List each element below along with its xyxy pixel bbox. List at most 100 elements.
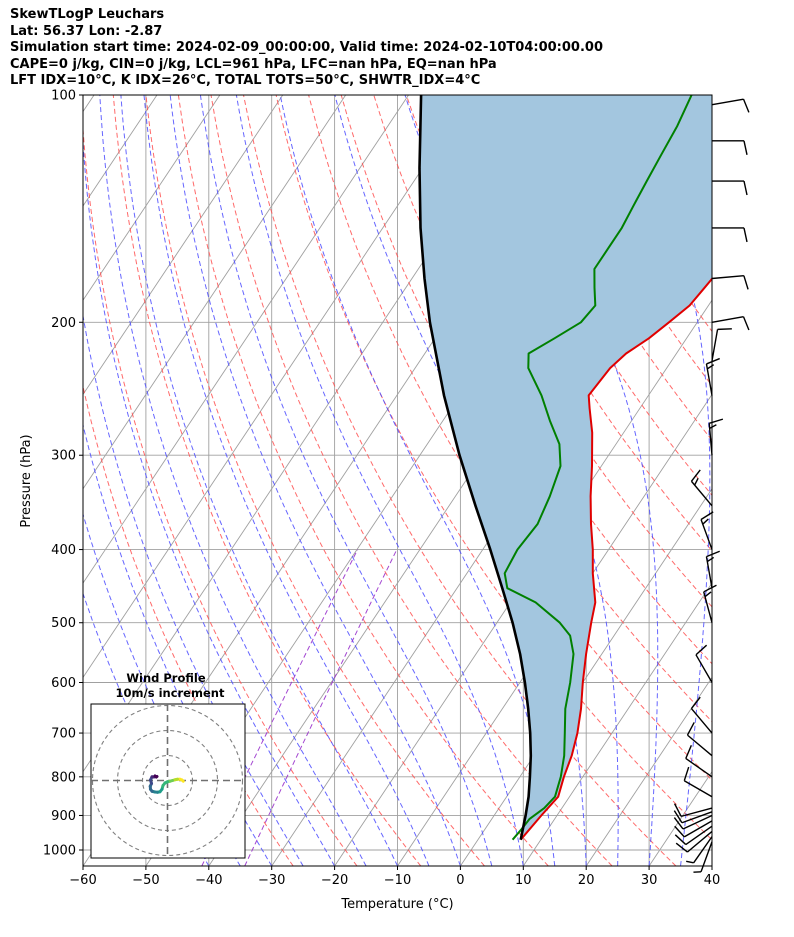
wind-barb bbox=[686, 722, 713, 757]
x-tick-label: −30 bbox=[258, 873, 285, 888]
wind-barb bbox=[703, 584, 717, 623]
isotherm bbox=[83, 95, 347, 490]
wind-barb bbox=[683, 766, 713, 798]
axes: Temperature (°C) Pressure (hPa) −60 −50 −4… bbox=[19, 89, 720, 913]
chart-header: SkewTLogP Leuchars Lat: 56.37 Lon: -2.87… bbox=[10, 7, 603, 90]
dry-adiabat bbox=[243, 95, 677, 866]
dry-adiabat bbox=[83, 123, 358, 866]
dry-adiabat bbox=[438, 95, 712, 552]
dry-adiabat bbox=[470, 95, 712, 496]
x-tick-label: 0 bbox=[456, 873, 464, 888]
cape-line: CAPE=0 j/kg, CIN=0 j/kg, LCL=961 hPa, LF… bbox=[10, 56, 497, 72]
y-tick-label: 800 bbox=[51, 770, 76, 785]
moist-adiabat bbox=[83, 313, 304, 866]
moist-adiabat bbox=[99, 95, 367, 866]
wind-barb bbox=[673, 814, 713, 830]
x-tick-label: 20 bbox=[578, 873, 595, 888]
hodograph-inset: Wind Profile 10m/s increment bbox=[90, 671, 246, 859]
x-tick-label: 40 bbox=[704, 873, 721, 888]
wind-barb bbox=[705, 357, 720, 396]
isotherm bbox=[83, 95, 95, 113]
wind-barb bbox=[673, 810, 713, 824]
chart-title: SkewTLogP Leuchars bbox=[10, 7, 165, 22]
temperature-line bbox=[519, 277, 712, 841]
wind-barb bbox=[690, 469, 713, 507]
moist-adiabat bbox=[279, 95, 556, 866]
moist-adiabat bbox=[169, 95, 461, 866]
y-tick-label: 600 bbox=[51, 676, 76, 691]
parcel-line bbox=[418, 95, 533, 840]
dry-adiabat bbox=[764, 95, 794, 866]
dry-adiabat bbox=[145, 95, 485, 866]
x-tick-label: −10 bbox=[384, 873, 411, 888]
wind-barb bbox=[695, 644, 713, 683]
y-tick-label: 100 bbox=[51, 89, 76, 104]
location-line: Lat: 56.37 Lon: -2.87 bbox=[10, 23, 163, 39]
y-tick-label: 200 bbox=[51, 316, 76, 331]
dry-adiabat bbox=[210, 95, 613, 866]
wind-barb bbox=[690, 696, 713, 734]
hodograph-title-line-2: 10m/s increment bbox=[116, 686, 225, 700]
moist-adiabat bbox=[83, 592, 210, 866]
wind-barb bbox=[705, 550, 720, 589]
wind-barb bbox=[685, 745, 713, 778]
hodograph-title-line-1: Wind Profile bbox=[126, 671, 206, 685]
wind-barb bbox=[674, 825, 713, 846]
wind-barb bbox=[711, 316, 750, 331]
wind-barb bbox=[675, 830, 713, 853]
cape-area bbox=[419, 95, 712, 840]
wind-barb bbox=[711, 275, 749, 290]
profiles bbox=[418, 95, 712, 841]
isotherm bbox=[83, 95, 472, 679]
y-tick-label: 400 bbox=[51, 543, 76, 558]
x-tick-label: 30 bbox=[641, 873, 658, 888]
moist-adiabat bbox=[83, 135, 336, 866]
index-line: LFT IDX=10°C, K IDX=26°C, TOTAL TOTS=50°… bbox=[10, 73, 481, 89]
wind-barb bbox=[711, 98, 750, 113]
wind-barb bbox=[712, 227, 748, 243]
wind-barb bbox=[673, 803, 713, 818]
x-tick-label: −40 bbox=[195, 873, 222, 888]
isotherm bbox=[83, 95, 409, 584]
isotherm bbox=[522, 582, 712, 866]
y-tick-label: 900 bbox=[51, 809, 76, 824]
simulation-line: Simulation start time: 2024-02-09_00:00:… bbox=[10, 40, 603, 56]
moist-adiabat bbox=[711, 862, 712, 866]
moist-adiabat bbox=[120, 95, 398, 866]
y-tick-label: 700 bbox=[51, 727, 76, 742]
dry-adiabat bbox=[83, 384, 294, 866]
y-axis-label: Pressure (hPa) bbox=[19, 434, 34, 527]
isotherm bbox=[585, 676, 712, 866]
dry-adiabat bbox=[503, 95, 712, 441]
dry-adiabat bbox=[112, 95, 422, 866]
x-tick-label: −20 bbox=[321, 873, 348, 888]
wind-barb bbox=[700, 511, 714, 550]
wind-barb bbox=[693, 841, 713, 873]
y-tick-label: 500 bbox=[51, 616, 76, 631]
wind-barb bbox=[711, 328, 732, 362]
background-lines bbox=[83, 95, 794, 866]
dewpoint-line bbox=[503, 95, 693, 841]
wind-barb bbox=[712, 140, 748, 155]
dry-adiabat bbox=[308, 95, 712, 781]
cape-fill bbox=[419, 95, 712, 840]
isotherm bbox=[83, 95, 221, 301]
y-tick-label: 300 bbox=[51, 449, 76, 464]
mixing-ratio-line bbox=[201, 549, 359, 866]
wind-barbs bbox=[673, 98, 750, 873]
isotherm bbox=[711, 865, 712, 866]
wind-barb bbox=[674, 820, 713, 838]
x-tick-label: 10 bbox=[515, 873, 532, 888]
x-tick-label: −50 bbox=[132, 873, 159, 888]
y-tick-label: 1000 bbox=[43, 844, 76, 859]
moist-adiabat bbox=[143, 95, 430, 866]
dry-adiabat bbox=[732, 95, 794, 866]
isotherm bbox=[83, 95, 284, 396]
wind-barb bbox=[686, 836, 713, 864]
wind-barb bbox=[708, 418, 724, 456]
hodograph-trace-segment bbox=[154, 775, 159, 779]
wind-barb bbox=[712, 180, 748, 196]
x-axis-label: Temperature (°C) bbox=[340, 897, 453, 912]
x-tick-label: −60 bbox=[69, 873, 96, 888]
